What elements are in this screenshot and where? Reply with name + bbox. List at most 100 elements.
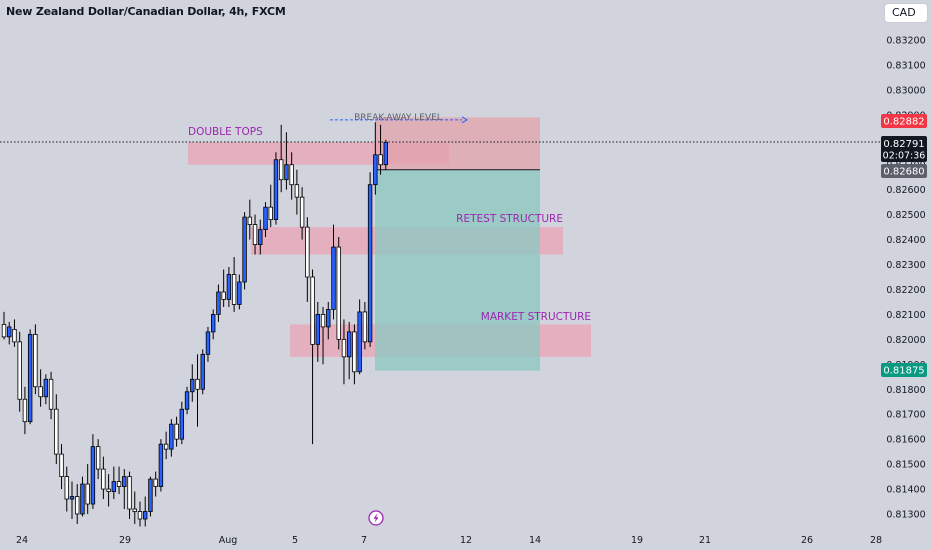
- candle-body: [336, 246, 341, 340]
- candle-body: [148, 478, 153, 512]
- candle-body: [231, 274, 237, 305]
- candle-body: [132, 508, 137, 512]
- candle-body: [284, 164, 289, 181]
- candle-body: [205, 331, 211, 355]
- y-tick-label: 0.82300: [886, 260, 925, 271]
- stop-badge: 0.82882: [883, 117, 924, 128]
- y-tick-label: 0.81500: [886, 460, 925, 471]
- x-tick-label: 29: [119, 535, 131, 546]
- y-tick-label: 0.81300: [886, 510, 925, 521]
- candle-body: [64, 476, 69, 500]
- candle-body: [278, 159, 284, 181]
- break-away-arrow: [461, 116, 468, 124]
- target-badge: 0.81875: [883, 366, 924, 377]
- candle-body: [111, 481, 117, 492]
- y-tick-label: 0.83000: [886, 85, 925, 96]
- candle-body: [367, 184, 373, 343]
- candle-body: [127, 476, 132, 510]
- current-price-badge: 0.82791: [883, 139, 924, 150]
- break-away-label[interactable]: BREAK-AWAY LEVEL: [354, 113, 442, 123]
- candle-body: [179, 408, 185, 440]
- x-tick-label: Aug: [219, 535, 238, 546]
- candle-body: [1, 323, 7, 338]
- market-structure-label[interactable]: MARKET STRUCTURE: [481, 311, 591, 323]
- currency-button[interactable]: CAD: [884, 3, 928, 23]
- y-tick-label: 0.82600: [886, 185, 925, 196]
- entry-badge-bg: [881, 164, 927, 178]
- y-tick-label: 0.81800: [886, 385, 925, 396]
- candle-body: [90, 446, 96, 505]
- candle-body: [12, 328, 17, 343]
- candle-body: [22, 398, 28, 423]
- candle-body: [242, 216, 247, 283]
- candle-body: [268, 206, 273, 221]
- candle-body: [352, 331, 357, 373]
- candle-body: [7, 326, 12, 338]
- y-tick-label: 0.81400: [886, 485, 925, 496]
- target-badge-bg: [881, 363, 927, 377]
- x-tick-label: 28: [870, 535, 882, 546]
- candle-body: [383, 141, 388, 166]
- candle-body: [247, 216, 253, 226]
- candle-body: [48, 378, 54, 410]
- candle-body: [80, 483, 85, 515]
- candle-body: [116, 481, 122, 487]
- retest-structure-label[interactable]: RETEST STRUCTURE: [456, 213, 563, 225]
- x-tick-label: 12: [460, 535, 472, 546]
- candle-body: [169, 423, 174, 450]
- candle-body: [195, 378, 200, 390]
- x-tick-label: 14: [529, 535, 541, 546]
- x-tick-label: 21: [699, 535, 711, 546]
- candle-body: [54, 408, 59, 455]
- trade-position[interactable]: [375, 117, 540, 371]
- candle-body: [69, 496, 75, 500]
- countdown-badge: 02:07:36: [883, 151, 926, 162]
- candle-body: [373, 154, 378, 186]
- candle-body: [341, 338, 347, 358]
- stop-badge-bg: [881, 114, 927, 128]
- candle-body: [310, 276, 315, 345]
- candle-body: [273, 159, 279, 221]
- candle-body: [163, 443, 169, 450]
- x-tick-label: 19: [631, 535, 643, 546]
- y-tick-label: 0.81600: [886, 435, 925, 446]
- candle-body: [158, 443, 164, 487]
- candle-body: [226, 274, 232, 300]
- x-tick-label: 24: [16, 535, 28, 546]
- price-lines: [0, 116, 880, 143]
- lightning-icon[interactable]: [368, 510, 384, 526]
- y-tick-label: 0.83200: [886, 36, 925, 47]
- candle-body: [153, 478, 158, 487]
- candle-body: [252, 224, 258, 245]
- candle-body: [200, 353, 205, 390]
- candle-body: [357, 311, 362, 373]
- candle-body: [43, 378, 49, 398]
- candle-body: [315, 314, 320, 345]
- candle-body: [75, 496, 80, 515]
- candle-body: [305, 226, 310, 278]
- x-tick-label: 26: [801, 535, 813, 546]
- take-profit-zone: [375, 169, 540, 371]
- candle-body: [17, 341, 22, 400]
- annotation-labels: DOUBLE TOPS BREAK-AWAY LEVEL RETEST STRU…: [188, 113, 591, 323]
- candle-body: [143, 511, 148, 520]
- symbol-title: New Zealand Dollar/Canadian Dollar, 4h, …: [6, 5, 286, 18]
- double-tops-label[interactable]: DOUBLE TOPS: [188, 126, 263, 138]
- candle-body: [299, 196, 305, 228]
- candle-body: [362, 311, 368, 343]
- candle-body: [190, 378, 195, 393]
- y-tick-label: 0.83100: [886, 60, 925, 71]
- candle-body: [221, 291, 226, 300]
- candle-body: [59, 453, 64, 477]
- candle-body: [346, 331, 352, 358]
- candle-body: [122, 476, 127, 487]
- y-tick-label: 0.82500: [886, 210, 925, 221]
- y-tick-label: 0.82200: [886, 285, 925, 296]
- candle-body: [289, 164, 294, 186]
- y-tick-label: 0.82100: [886, 310, 925, 321]
- y-tick-label: 0.82400: [886, 235, 925, 246]
- candle-body: [101, 468, 106, 490]
- candle-body: [320, 314, 326, 328]
